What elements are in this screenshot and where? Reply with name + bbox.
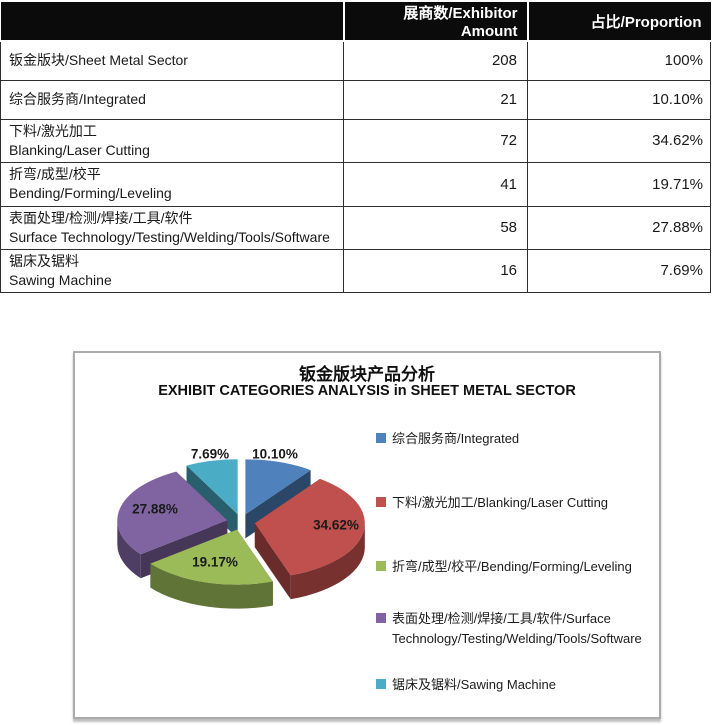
legend-item: 折弯/成型/校平/Bending/Forming/Leveling — [376, 557, 632, 577]
chart-title-cn: 钣金版块产品分析 — [299, 365, 435, 384]
proportion-cell: 10.10% — [527, 79, 711, 120]
chart-legend: 综合服务商/Integrated 下料/激光加工/Blanking/Laser C… — [376, 353, 661, 717]
pie-slice — [254, 478, 365, 600]
table-body: 钣金版块/Sheet Metal Sector 208 100% 综合服务商/Inte… — [0, 40, 711, 293]
category-cell: 表面处理/检测/焊接/工具/软件 Surface Technology/Testi… — [0, 205, 344, 250]
legend-label: 锯床及锯料/Sawing Machine — [392, 677, 556, 692]
col-header-amount: 展商数/Exhibitor Amount — [342, 2, 528, 41]
pie-data-label: 19.17% — [192, 555, 238, 570]
pie-data-label: 7.69% — [191, 447, 229, 462]
proportion-cell: 100% — [527, 40, 711, 81]
amount-cell: 41 — [343, 161, 528, 207]
table-row: 折弯/成型/校平 Bending/Forming/Leveling 41 19.71% — [0, 161, 711, 207]
legend-item: 下料/激光加工/Blanking/Laser Cutting — [376, 493, 608, 513]
pie-data-label: 10.10% — [252, 447, 298, 462]
table-row: 表面处理/检测/焊接/工具/软件 Surface Technology/Testi… — [0, 205, 711, 250]
col-header-category — [0, 2, 344, 41]
chart-title-en: EXHIBIT CATEGORIES ANALYSIS in SHEET MET… — [158, 383, 576, 399]
category-cell: 钣金版块/Sheet Metal Sector — [0, 40, 344, 81]
legend-label: 折弯/成型/校平/Bending/Forming/Leveling — [392, 559, 632, 574]
category-cell: 下料/激光加工 Blanking/Laser Cutting — [0, 118, 344, 163]
category-cell: 锯床及锯料 Sawing Machine — [0, 248, 344, 293]
table-row: 钣金版块/Sheet Metal Sector 208 100% — [0, 40, 711, 81]
pie-chart: 10.10% 34.62% 19.17% 27.88% 7.69% — [117, 447, 365, 609]
chart-panel: 钣金版块产品分析 EXHIBIT CATEGORIES ANALYSIS in … — [73, 351, 661, 719]
table-row: 下料/激光加工 Blanking/Laser Cutting 72 34.62% — [0, 118, 711, 163]
amount-cell: 16 — [343, 248, 528, 293]
legend-item: 锯床及锯料/Sawing Machine — [376, 675, 556, 695]
exhibitor-table: 展商数/Exhibitor Amount 占比/Proportion 钣金版块/… — [0, 2, 711, 293]
legend-label: 表面处理/检测/焊接/工具/软件/Surface Technology/Test… — [392, 611, 642, 646]
legend-swatch-icon — [376, 561, 386, 571]
legend-swatch-icon — [376, 497, 386, 507]
category-cell: 折弯/成型/校平 Bending/Forming/Leveling — [0, 161, 344, 207]
table-row: 锯床及锯料 Sawing Machine 16 7.69% — [0, 248, 711, 293]
category-cell: 综合服务商/Integrated — [0, 79, 344, 120]
legend-swatch-icon — [376, 433, 386, 443]
legend-label: 综合服务商/Integrated — [392, 431, 520, 446]
pie-data-label: 27.88% — [132, 502, 178, 517]
amount-cell: 72 — [343, 118, 528, 163]
pie-slice — [150, 529, 273, 609]
proportion-cell: 7.69% — [527, 248, 711, 293]
amount-cell: 208 — [343, 40, 528, 81]
proportion-cell: 19.71% — [527, 161, 711, 207]
amount-cell: 21 — [343, 79, 528, 120]
legend-item: 表面处理/检测/焊接/工具/软件/Surface Technology/Test… — [376, 609, 661, 649]
proportion-cell: 27.88% — [527, 205, 711, 250]
legend-swatch-icon — [376, 679, 386, 689]
legend-label: 下料/激光加工/Blanking/Laser Cutting — [392, 495, 609, 510]
legend-swatch-icon — [376, 613, 386, 623]
legend-item: 综合服务商/Integrated — [376, 429, 519, 449]
table-row: 综合服务商/Integrated 21 10.10% — [0, 79, 711, 120]
table-header-row: 展商数/Exhibitor Amount 占比/Proportion — [0, 2, 711, 41]
proportion-cell: 34.62% — [527, 118, 711, 163]
col-header-proportion: 占比/Proportion — [526, 2, 711, 41]
pie-data-label: 34.62% — [313, 518, 359, 533]
amount-cell: 58 — [343, 205, 528, 250]
